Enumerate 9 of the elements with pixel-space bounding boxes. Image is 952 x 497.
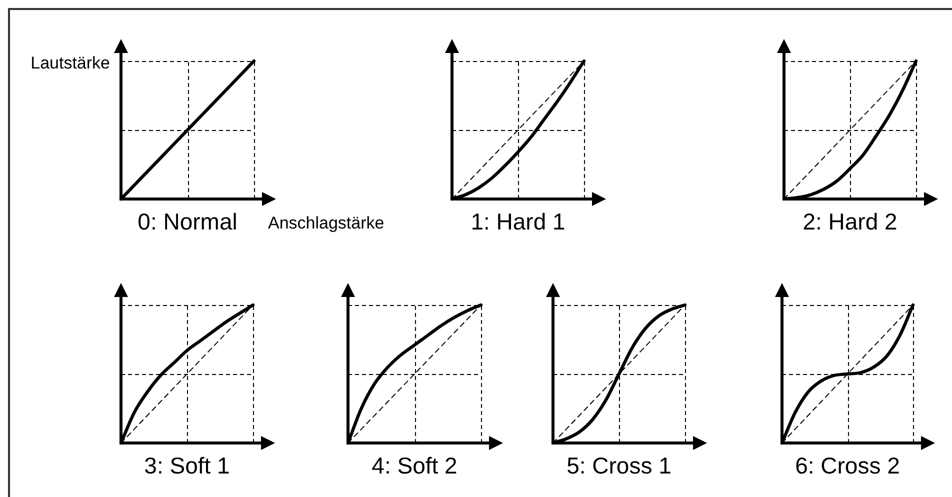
text: 5: Cross 1: [566, 452, 672, 478]
y-axis-title: Lautstärke: [30, 54, 110, 72]
x-axis-title: Anschlagstärke: [268, 214, 384, 232]
text: 2: Hard 2: [802, 208, 898, 234]
text: 4: Soft 2: [372, 452, 458, 478]
text: 0: Normal: [138, 208, 238, 234]
text: 6: Cross 2: [795, 452, 900, 478]
text: 1: Hard 1: [470, 208, 566, 234]
text: 3: Soft 1: [144, 452, 230, 478]
